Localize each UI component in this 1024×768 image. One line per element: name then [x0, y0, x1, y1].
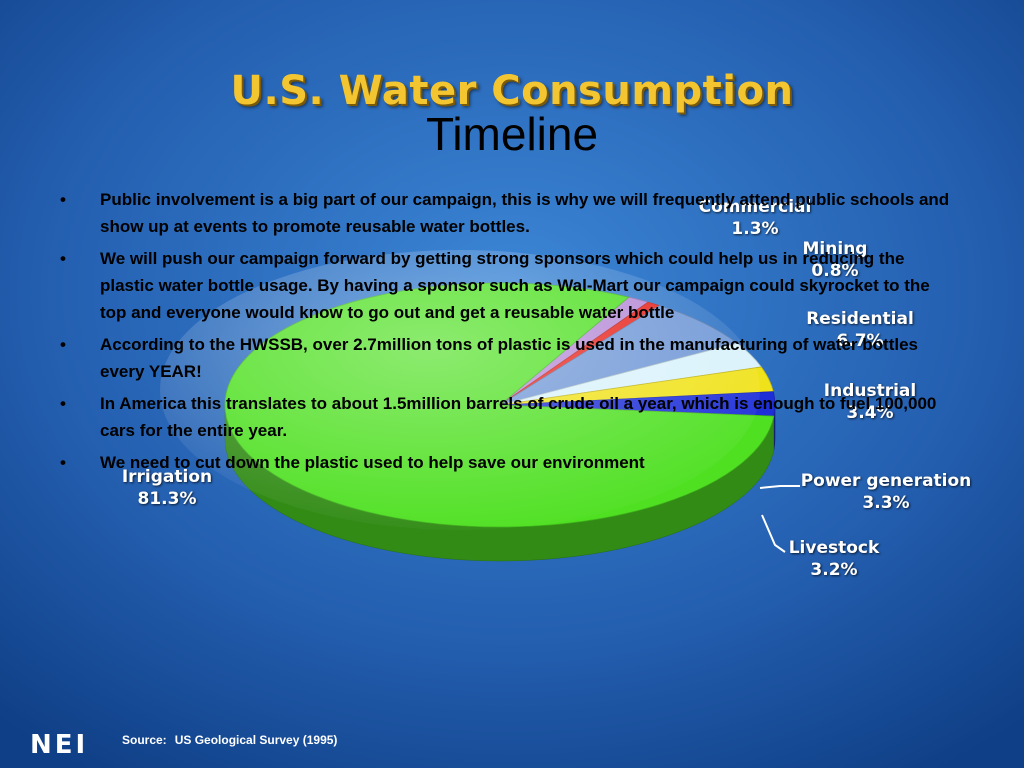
slice-value: 3.2%: [810, 560, 858, 580]
bullet-glyph: •: [60, 394, 66, 413]
bullet-text: In America this translates to about 1.5m…: [100, 394, 937, 440]
slice-name: Irrigation: [121, 467, 213, 487]
slice-value: 3.4%: [846, 403, 894, 423]
pie-label-livestock: Livestock 3.2%: [782, 537, 886, 581]
source-label: Source:: [122, 733, 167, 747]
bullet-item: • We need to cut down the plastic used to…: [58, 449, 958, 476]
bullet-text: We will push our campaign forward by get…: [100, 249, 930, 322]
source-detail: US Geological Survey (1995): [174, 733, 338, 747]
bullet-text: We need to cut down the plastic used to …: [100, 453, 645, 472]
chart-title: U.S. Water Consumption: [230, 68, 794, 114]
pie-label-commercial: Commercial 1.3%: [690, 196, 820, 240]
bullet-glyph: •: [60, 249, 66, 268]
nei-logo: NEI: [30, 730, 89, 760]
slice-value: 6.7%: [836, 331, 884, 351]
bullet-text: Public involvement is a big part of our …: [100, 190, 950, 236]
leader-line-power-generation: [759, 485, 800, 489]
slide-title: Timeline: [425, 108, 599, 160]
slice-name: Power generation: [800, 471, 972, 491]
slice-value: 1.3%: [731, 219, 779, 239]
slice-name: Livestock: [788, 538, 880, 558]
bullet-item: • According to the HWSSB, over 2.7million…: [58, 331, 958, 385]
bullet-glyph: •: [60, 335, 66, 354]
slice-name: Commercial: [698, 197, 812, 217]
bullet-item: • We will push our campaign forward by ge…: [58, 245, 958, 326]
pie-label-industrial: Industrial 3.4%: [815, 380, 925, 424]
pie-label-mining: Mining 0.8%: [790, 238, 880, 282]
slice-value: 81.3%: [137, 489, 197, 509]
bullet-list: • Public involvement is a big part of our…: [58, 186, 958, 481]
leader-lines: [759, 485, 800, 553]
bullet-text: According to the HWSSB, over 2.7million …: [100, 335, 918, 381]
bullet-glyph: •: [60, 190, 66, 209]
chart-source: Source: US Geological Survey (1995): [122, 733, 345, 747]
bullet-glyph: •: [60, 453, 66, 472]
pie-label-residential: Residential 6.7%: [800, 308, 920, 352]
slice-value: 3.3%: [862, 493, 910, 513]
leader-line-livestock: [761, 514, 786, 553]
pie-label-power-generation: Power generation 3.3%: [796, 470, 976, 514]
pie-label-irrigation: Irrigation 81.3%: [112, 466, 222, 510]
slice-name: Mining: [802, 239, 868, 259]
slice-value: 0.8%: [811, 261, 859, 281]
bullet-item: • In America this translates to about 1.5…: [58, 390, 958, 444]
slice-name: Residential: [806, 309, 914, 329]
slice-name: Industrial: [823, 381, 917, 401]
bullet-item: • Public involvement is a big part of our…: [58, 186, 958, 240]
